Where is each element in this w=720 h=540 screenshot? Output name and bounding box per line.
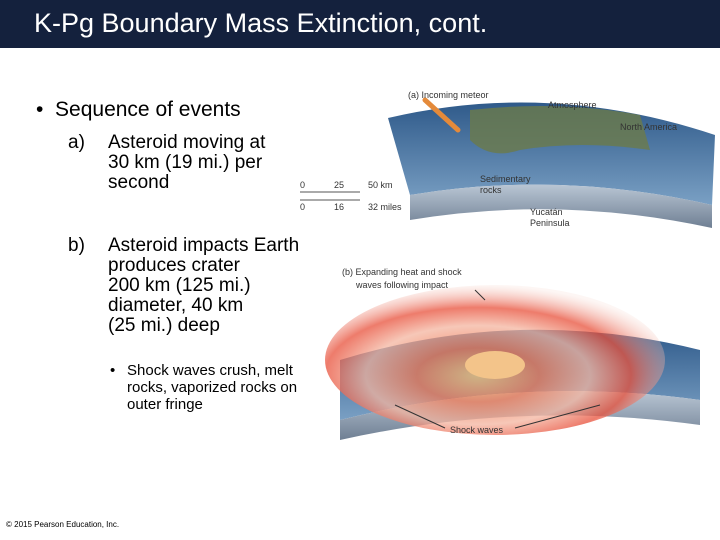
pointer — [394, 404, 446, 429]
text-line: outer fringe — [127, 396, 203, 413]
text-line: Asteroid moving at — [108, 132, 266, 153]
text-line: Asteroid impacts Earth — [108, 235, 300, 256]
label: Yucatán — [530, 207, 563, 217]
scale-label: 0 — [300, 180, 305, 190]
sub-bullet-marker: • — [110, 362, 116, 379]
text-line: (25 mi.) deep — [108, 315, 220, 336]
text-line: 30 km (19 mi.) per — [108, 152, 263, 173]
label: Sedimentary — [480, 174, 531, 184]
scale-label: 16 — [334, 202, 344, 212]
copyright: © 2015 Pearson Education, Inc. — [6, 520, 120, 529]
scale-label: 32 miles — [368, 202, 402, 212]
bullet-text: Sequence of events — [55, 98, 241, 121]
caption: (a) Incoming meteor — [408, 90, 489, 100]
pointer — [474, 289, 486, 301]
label: Peninsula — [530, 218, 570, 228]
text-line: produces crater — [108, 255, 241, 276]
text-line: diameter, 40 km — [108, 295, 244, 316]
figure-a: (a) Incoming meteor Atmosphere North Ame… — [300, 90, 715, 228]
label: Atmosphere — [548, 100, 597, 110]
scale-label: 25 — [334, 180, 344, 190]
pointer — [514, 404, 601, 429]
item-text: Asteroid impacts Earth produces crater 2… — [108, 236, 299, 336]
crater — [465, 351, 525, 379]
caption: waves following impact — [355, 280, 449, 290]
item-marker: a) — [68, 132, 85, 153]
sub-bullet: Shock waves crush, melt rocks, vaporized… — [127, 362, 297, 413]
rock-layer — [410, 184, 712, 228]
label: North America — [620, 122, 677, 132]
label: rocks — [480, 185, 502, 195]
title-bar — [0, 0, 720, 48]
scale-label: 0 — [300, 202, 305, 212]
text-line: 200 km (125 mi.) — [108, 275, 251, 296]
caption: (b) Expanding heat and shock — [342, 267, 462, 277]
land — [470, 106, 650, 154]
text-line: Shock waves crush, melt — [127, 362, 293, 379]
title: K-Pg Boundary Mass Extinction, cont. — [34, 8, 488, 38]
text-line: second — [108, 172, 170, 193]
meteor — [422, 97, 461, 133]
item-text: Asteroid moving at 30 km (19 mi.) per se… — [108, 133, 265, 193]
figure-b: (b) Expanding heat and shock waves follo… — [325, 267, 700, 440]
text-line: rocks, vaporized rocks on — [127, 379, 298, 396]
item-marker: b) — [68, 235, 85, 256]
bullet: • Sequence of events — [36, 98, 241, 121]
scale-label: 50 km — [368, 180, 393, 190]
label: Shock waves — [450, 425, 504, 435]
